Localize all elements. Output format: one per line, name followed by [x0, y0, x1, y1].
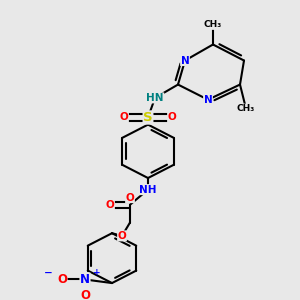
Text: O: O	[118, 231, 126, 241]
Text: O: O	[106, 200, 114, 210]
Text: O: O	[120, 112, 128, 122]
Text: O: O	[126, 193, 134, 202]
Text: O: O	[168, 112, 176, 122]
Text: N: N	[181, 56, 189, 65]
Text: CH₃: CH₃	[204, 20, 222, 29]
Text: S: S	[143, 111, 153, 124]
Text: +: +	[93, 268, 101, 277]
Text: CH₃: CH₃	[237, 104, 255, 113]
Text: O: O	[80, 289, 90, 300]
Text: −: −	[44, 267, 52, 278]
Text: HN: HN	[146, 93, 164, 103]
Text: N: N	[80, 273, 90, 286]
Text: O: O	[57, 273, 67, 286]
Text: NH: NH	[139, 184, 157, 195]
Text: N: N	[204, 95, 212, 105]
